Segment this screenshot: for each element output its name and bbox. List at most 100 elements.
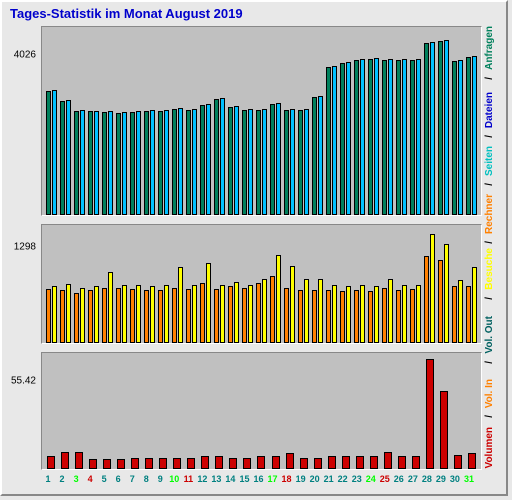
legend: Volumen/Vol. In/Vol. Out/Besuche/Rechner… xyxy=(480,26,502,468)
day-column xyxy=(254,27,268,215)
bar xyxy=(342,456,350,469)
bar xyxy=(356,456,364,469)
bar xyxy=(201,456,209,469)
day-column xyxy=(423,225,437,343)
bar xyxy=(102,112,107,215)
bar xyxy=(116,288,121,343)
bar xyxy=(272,456,280,469)
bar xyxy=(80,288,85,343)
bar xyxy=(178,108,183,215)
day-column xyxy=(269,225,283,343)
day-column xyxy=(254,225,268,343)
bar xyxy=(74,293,79,343)
bar xyxy=(60,101,65,215)
day-column xyxy=(156,27,170,215)
bar xyxy=(257,456,265,469)
bar xyxy=(159,458,167,469)
day-column xyxy=(451,353,465,469)
day-column xyxy=(297,353,311,469)
bar xyxy=(52,90,57,215)
day-column xyxy=(437,225,451,343)
day-column xyxy=(451,225,465,343)
bar xyxy=(228,107,233,215)
legend-item: Besuche xyxy=(484,248,495,290)
day-column xyxy=(114,225,128,343)
x-label: 13 xyxy=(209,474,223,484)
bar xyxy=(122,285,127,343)
x-label: 25 xyxy=(378,474,392,484)
day-column xyxy=(170,225,184,343)
x-label: 15 xyxy=(237,474,251,484)
x-label: 2 xyxy=(55,474,69,484)
day-column xyxy=(212,225,226,343)
bar xyxy=(89,459,97,469)
day-column xyxy=(297,225,311,343)
day-column xyxy=(44,225,58,343)
bar xyxy=(340,291,345,343)
day-column xyxy=(423,353,437,469)
day-column xyxy=(226,353,240,469)
bar xyxy=(158,111,163,215)
x-label: 11 xyxy=(181,474,195,484)
day-column xyxy=(170,27,184,215)
day-column xyxy=(451,27,465,215)
bar xyxy=(388,59,393,215)
x-label: 12 xyxy=(195,474,209,484)
day-column xyxy=(142,353,156,469)
bar xyxy=(164,285,169,343)
bar xyxy=(332,285,337,343)
bar xyxy=(88,290,93,343)
legend-sep: / xyxy=(484,415,495,418)
bar xyxy=(75,452,83,469)
bar xyxy=(472,267,477,343)
bar xyxy=(458,60,463,215)
bar xyxy=(300,458,308,469)
bar xyxy=(116,113,121,215)
x-label: 6 xyxy=(111,474,125,484)
x-label: 7 xyxy=(125,474,139,484)
bar xyxy=(88,111,93,215)
x-label: 28 xyxy=(420,474,434,484)
bar xyxy=(186,289,191,343)
x-label: 1 xyxy=(41,474,55,484)
bar xyxy=(426,359,434,469)
bar xyxy=(466,57,471,215)
day-column xyxy=(58,27,72,215)
bar xyxy=(117,459,125,469)
bar xyxy=(187,458,195,469)
x-label: 24 xyxy=(364,474,378,484)
bar xyxy=(328,456,336,469)
bars-mid xyxy=(42,225,481,343)
bar xyxy=(136,111,141,215)
day-column xyxy=(283,225,297,343)
bar xyxy=(206,263,211,343)
bar xyxy=(360,59,365,215)
bar xyxy=(430,42,435,215)
bar xyxy=(200,283,205,343)
bar xyxy=(60,290,65,343)
day-column xyxy=(128,225,142,343)
bar xyxy=(47,456,55,469)
day-column xyxy=(311,353,325,469)
day-column xyxy=(381,353,395,469)
bar xyxy=(243,458,251,469)
bar xyxy=(430,234,435,343)
legend-item: Dateien xyxy=(484,92,495,128)
legend-item: Vol. In xyxy=(484,379,495,408)
bar xyxy=(136,285,141,343)
bar xyxy=(354,290,359,343)
bar xyxy=(332,66,337,215)
bar xyxy=(164,110,169,215)
day-column xyxy=(198,225,212,343)
bar xyxy=(354,60,359,215)
bar xyxy=(312,290,317,343)
bar xyxy=(298,110,303,215)
bar xyxy=(186,110,191,215)
bar xyxy=(150,286,155,343)
legend-item: Anfragen xyxy=(484,26,495,70)
day-column xyxy=(198,27,212,215)
bar xyxy=(150,110,155,215)
day-column xyxy=(72,225,86,343)
bar xyxy=(206,104,211,215)
bar xyxy=(172,288,177,343)
